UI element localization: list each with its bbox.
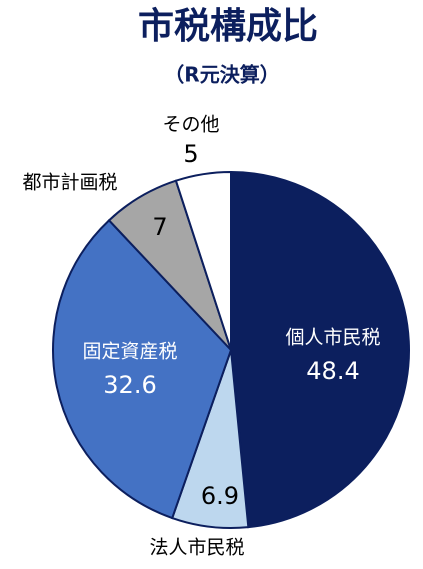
slice-name: 法人市民税	[149, 537, 244, 559]
pie-slice	[174, 170, 232, 351]
slice-name: その他	[162, 114, 219, 136]
slice-name: 固定資産税	[82, 341, 177, 363]
slice-value: 5	[183, 140, 198, 168]
slice-value: 48.4	[306, 357, 359, 385]
labels: 個人市民税 48.4 法人市民税 6.9 固定資産税 32.6 都市計画税 7 その他 5	[22, 114, 380, 559]
pie-slice	[230, 170, 410, 529]
slice-value: 7	[152, 213, 167, 241]
slice-value: 32.6	[103, 371, 156, 399]
pie	[52, 170, 410, 529]
chart-title: 市税構成比	[138, 6, 318, 47]
slice-value: 6.9	[201, 482, 239, 510]
pie-slice	[52, 218, 233, 520]
slice-name: 都市計画税	[22, 172, 117, 194]
slice-name: 個人市民税	[285, 327, 380, 349]
chart-subtitle: （R元決算）	[164, 63, 279, 87]
